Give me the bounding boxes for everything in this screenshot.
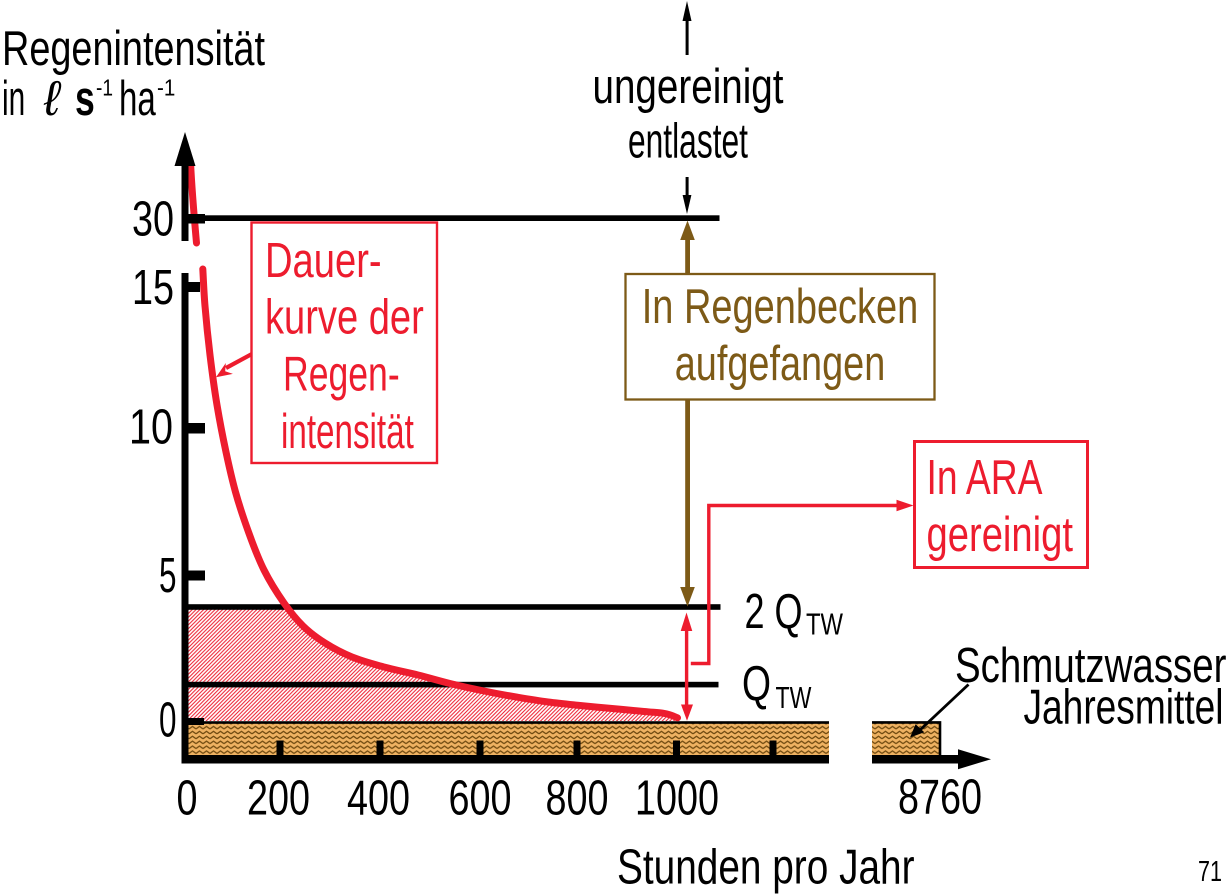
svg-text:TW: TW [806,608,843,642]
svg-text:In ARA: In ARA [927,451,1043,505]
svg-text:30: 30 [132,193,174,247]
svg-text:ha: ha [119,72,156,126]
svg-text:aufgefangen: aufgefangen [675,337,886,391]
svg-text:In Regenbecken: In Regenbecken [642,280,919,334]
svg-text:kurve der: kurve der [265,291,424,345]
svg-text:s: s [75,72,95,126]
svg-text:400: 400 [347,772,410,826]
svg-text:entlastet: entlastet [628,115,748,169]
svg-text:Stunden pro Jahr: Stunden pro Jahr [617,841,915,895]
svg-text:Jahresmittel: Jahresmittel [1024,681,1224,735]
svg-text:10: 10 [129,401,173,455]
svg-text:intensität: intensität [281,405,414,459]
svg-text:TW: TW [776,681,812,715]
svg-text:2 Q: 2 Q [745,585,803,639]
svg-text:in: in [2,72,25,126]
svg-text:0: 0 [177,772,198,826]
svg-text:gereinigt: gereinigt [927,508,1074,562]
svg-text:0: 0 [159,694,177,748]
svg-text:800: 800 [546,772,609,826]
svg-text:15: 15 [132,261,174,315]
svg-text:Regenintensität: Regenintensität [2,22,265,76]
svg-text:-1: -1 [157,75,175,101]
svg-text:Dauer-: Dauer- [265,234,382,288]
svg-text:ℓ: ℓ [40,71,66,126]
svg-text:Schmutzwasser: Schmutzwasser [955,639,1227,693]
svg-text:71: 71 [1198,856,1222,888]
svg-text:8760: 8760 [898,771,982,825]
svg-text:600: 600 [449,772,512,826]
svg-text:Q: Q [742,657,771,711]
svg-text:-1: -1 [96,75,113,101]
svg-text:5: 5 [159,549,177,603]
svg-text:ungereinigt: ungereinigt [593,60,784,114]
svg-text:1000: 1000 [635,772,719,826]
svg-text:Regen-: Regen- [283,348,400,402]
svg-text:200: 200 [247,772,310,826]
